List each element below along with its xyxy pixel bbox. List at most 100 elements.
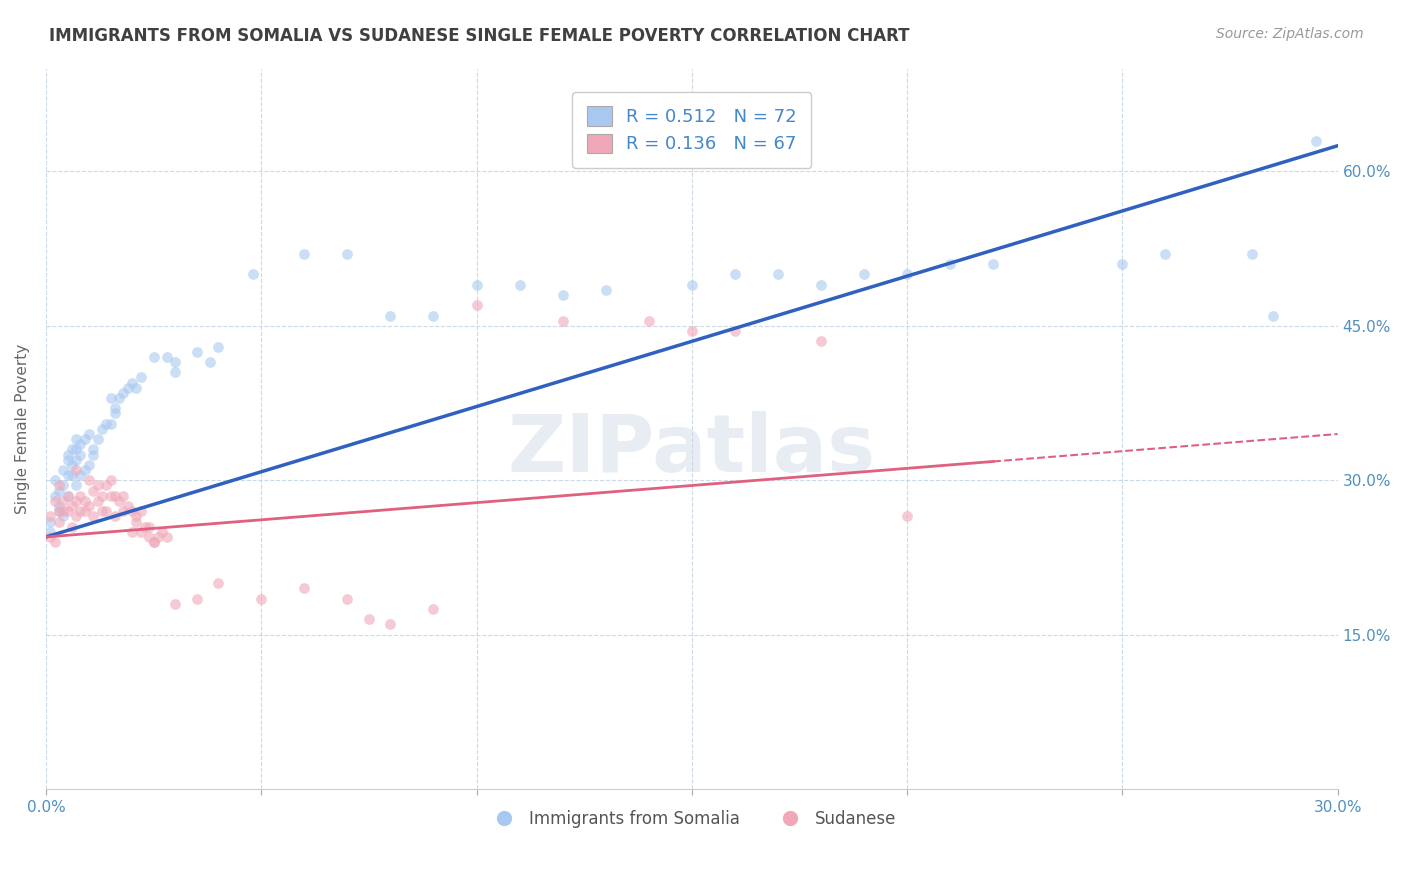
Point [48,478,70,492]
Point [138,530,160,544]
Point [48,499,70,513]
Point [129,504,152,518]
Point [186,591,208,606]
Point [48,504,70,518]
Point [138,519,160,533]
Point [121,376,143,390]
Point [134,519,156,533]
Point [77,427,100,442]
Point [207,339,229,353]
Point [39,530,62,544]
Point [69,468,91,483]
Point [104,489,127,503]
Point [73,463,96,477]
Point [100,391,122,405]
Point [77,458,100,472]
Point [165,597,187,611]
Point [1154,247,1177,261]
Point [146,530,169,544]
Point [77,499,100,513]
Point [112,489,135,503]
Point [250,591,273,606]
Point [155,350,177,364]
Point [65,442,87,457]
Point [853,268,876,282]
Point [65,463,87,477]
Point [52,509,75,524]
Point [60,442,83,457]
Point [380,309,402,323]
Point [86,432,108,446]
Point [142,535,165,549]
Point [104,401,127,416]
Point [56,468,79,483]
Point [129,370,152,384]
Point [82,442,104,457]
Point [96,417,118,431]
Point [65,509,87,524]
Point [52,463,75,477]
Point [56,452,79,467]
Point [896,509,918,524]
Point [60,499,83,513]
Point [39,509,62,524]
Point [108,494,131,508]
Text: ZIPatlas: ZIPatlas [508,411,876,490]
Point [150,524,173,539]
Point [69,504,91,518]
Point [108,391,131,405]
Point [336,591,359,606]
Point [129,524,152,539]
Point [96,504,118,518]
Point [112,504,135,518]
Point [422,602,444,616]
Point [142,535,165,549]
Point [56,489,79,503]
Point [73,494,96,508]
Point [121,504,143,518]
Point [104,509,127,524]
Point [56,489,79,503]
Point [69,489,91,503]
Point [165,355,187,369]
Point [125,509,148,524]
Point [100,474,122,488]
Point [60,519,83,533]
Point [1305,134,1327,148]
Point [981,257,1004,271]
Point [65,432,87,446]
Point [100,489,122,503]
Point [1261,309,1284,323]
Point [86,494,108,508]
Point [73,432,96,446]
Point [39,524,62,539]
Y-axis label: Single Female Poverty: Single Female Poverty [15,343,30,514]
Point [48,515,70,529]
Point [465,298,488,312]
Point [207,576,229,591]
Point [357,612,380,626]
Point [766,268,789,282]
Point [896,268,918,282]
Point [595,283,617,297]
Point [637,314,659,328]
Point [91,504,114,518]
Legend: Immigrants from Somalia, Sudanese: Immigrants from Somalia, Sudanese [481,804,903,835]
Point [60,458,83,472]
Point [142,350,165,364]
Point [112,385,135,400]
Point [73,504,96,518]
Point [60,468,83,483]
Text: IMMIGRANTS FROM SOMALIA VS SUDANESE SINGLE FEMALE POVERTY CORRELATION CHART: IMMIGRANTS FROM SOMALIA VS SUDANESE SING… [49,27,910,45]
Point [939,257,962,271]
Point [125,381,148,395]
Text: Source: ZipAtlas.com: Source: ZipAtlas.com [1216,27,1364,41]
Point [82,483,104,498]
Point [242,268,264,282]
Point [336,247,359,261]
Point [380,617,402,632]
Point [117,499,139,513]
Point [44,474,66,488]
Point [65,494,87,508]
Point [69,437,91,451]
